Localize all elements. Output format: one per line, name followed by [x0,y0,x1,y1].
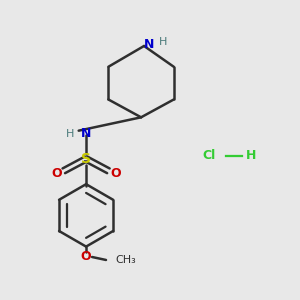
Text: O: O [81,250,92,263]
Text: Cl: Cl [203,149,216,162]
Text: O: O [51,167,62,180]
Text: CH₃: CH₃ [116,255,136,265]
Text: S: S [81,152,91,166]
Text: O: O [110,167,121,180]
Text: H: H [246,149,256,162]
Text: N: N [81,127,91,140]
Text: H: H [159,38,168,47]
Text: H: H [66,129,74,139]
Text: N: N [144,38,154,51]
